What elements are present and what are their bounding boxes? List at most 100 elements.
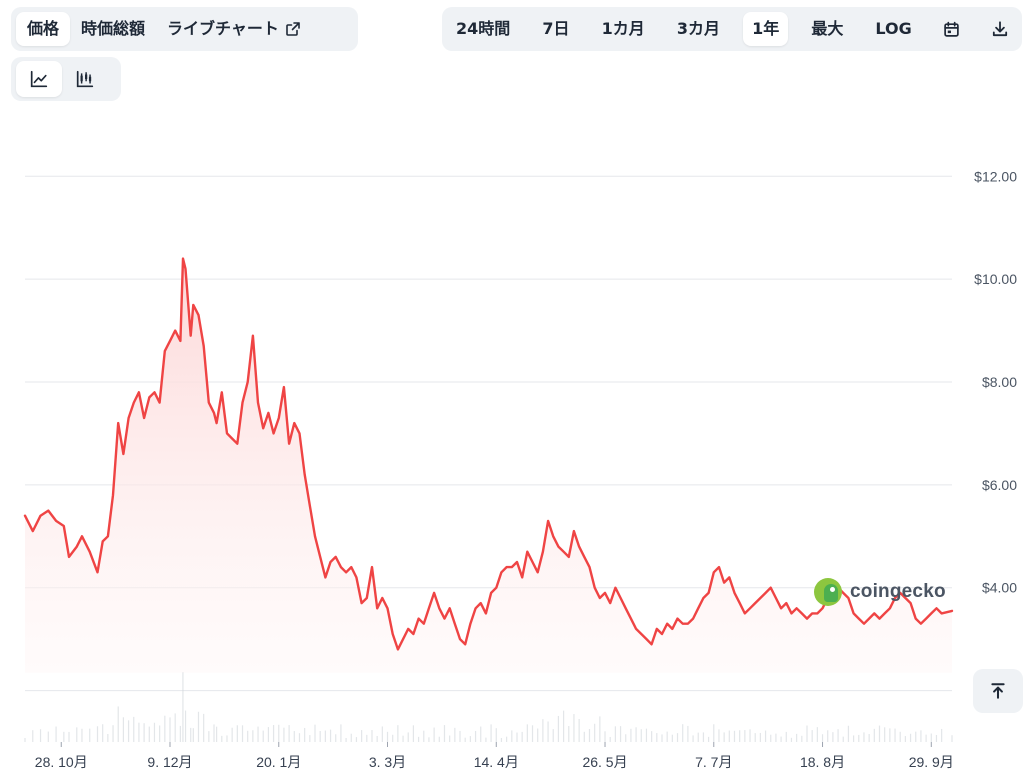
chart-type-toggle <box>11 57 121 101</box>
external-link-icon <box>286 22 300 36</box>
y-tick-label: $12.00 <box>974 168 1017 184</box>
x-tick-label: 28. 10月 <box>35 754 88 770</box>
volume-bar <box>226 735 228 742</box>
volume-bar <box>661 734 663 742</box>
volume-bar <box>335 734 337 742</box>
download-button[interactable] <box>983 12 1017 46</box>
volume-bar <box>925 734 927 742</box>
tab-live-chart-label: ライブチャート <box>167 19 279 38</box>
volume-bar <box>521 731 523 742</box>
volume-bar <box>319 730 321 742</box>
volume-bar <box>247 730 249 742</box>
volume-bar <box>257 726 259 742</box>
volume-bar <box>821 734 824 742</box>
volume-bar <box>594 723 596 742</box>
volume-bar <box>208 731 210 742</box>
volume-bar <box>630 728 632 742</box>
volume-bar <box>915 731 917 742</box>
calendar-button[interactable] <box>935 12 969 46</box>
scroll-to-top-button[interactable] <box>973 669 1023 713</box>
volume-bar <box>288 725 290 742</box>
volume-bars <box>24 672 953 742</box>
volume-bar <box>127 720 130 742</box>
volume-bar <box>469 736 471 742</box>
y-tick-label: $8.00 <box>982 374 1017 390</box>
volume-bar <box>837 729 839 742</box>
range-log[interactable]: LOG <box>866 12 920 46</box>
volume-bar <box>853 735 855 742</box>
volume-bar <box>894 728 896 742</box>
volume-bar <box>573 714 575 742</box>
volume-bar <box>190 727 192 742</box>
calendar-icon <box>944 21 960 37</box>
volume-bar <box>889 728 891 742</box>
coingecko-logo-icon <box>814 578 842 606</box>
range-max[interactable]: 最大 <box>802 12 852 46</box>
volume-bar <box>884 727 886 742</box>
volume-bar <box>480 726 482 742</box>
candlestick-button[interactable] <box>62 61 108 97</box>
volume-bar <box>490 724 492 742</box>
volume-bar <box>625 734 627 742</box>
volume-bar <box>609 736 611 742</box>
volume-bar <box>635 727 637 742</box>
volume-bar <box>76 727 78 742</box>
volume-bar <box>542 719 544 742</box>
volume-bar <box>666 731 668 742</box>
volume-bar <box>770 734 772 742</box>
y-tick-label: $6.00 <box>982 477 1017 493</box>
volume-bar <box>599 716 601 742</box>
x-tick-label: 18. 8月 <box>800 754 845 770</box>
tab-live-chart[interactable]: ライブチャート <box>156 12 312 46</box>
volume-bar <box>262 730 264 742</box>
range-24h-label: 24時間 <box>456 19 511 38</box>
volume-bar <box>588 729 591 742</box>
volume-bar <box>811 730 813 742</box>
range-1m[interactable]: 1カ月 <box>593 12 654 46</box>
volume-bar <box>174 713 176 742</box>
tab-price-label: 価格 <box>27 19 60 38</box>
volume-bar <box>304 727 306 742</box>
volume-bar <box>412 725 415 742</box>
x-tick-label: 20. 1月 <box>256 754 301 770</box>
range-1y[interactable]: 1年 <box>743 12 789 46</box>
volume-bar <box>68 731 70 742</box>
volume-bar <box>495 728 497 742</box>
volume-bar <box>283 727 285 742</box>
line-chart-button[interactable] <box>16 61 62 97</box>
volume-bar <box>619 726 622 742</box>
volume-bar <box>474 730 477 742</box>
range-log-label: LOG <box>875 19 912 38</box>
volume-bar <box>24 738 26 742</box>
volume-bar <box>221 735 223 742</box>
volume-bar <box>785 731 787 742</box>
price-line <box>23 257 954 651</box>
volume-bar <box>780 736 782 742</box>
volume-bar <box>133 716 135 742</box>
volume-bar <box>96 726 99 742</box>
volume-bar <box>117 706 119 742</box>
volume-bar <box>790 737 793 742</box>
range-7d[interactable]: 7日 <box>533 12 578 46</box>
volume-bar <box>537 728 539 742</box>
download-icon <box>992 21 1008 37</box>
volume-bar <box>216 726 218 742</box>
volume-bar <box>640 729 642 742</box>
volume-bar <box>930 733 932 742</box>
tab-market-cap[interactable]: 時価総額 <box>70 12 156 46</box>
volume-bar <box>47 731 49 742</box>
range-24h[interactable]: 24時間 <box>447 12 519 46</box>
volume-bar <box>314 724 316 742</box>
volume-bar <box>236 725 238 742</box>
volume-bar <box>863 732 865 742</box>
volume-bar <box>878 725 881 742</box>
volume-bar <box>692 735 694 742</box>
volume-bar <box>192 728 194 742</box>
range-3m[interactable]: 3カ月 <box>668 12 729 46</box>
tab-price[interactable]: 価格 <box>16 12 71 46</box>
x-tick-label: 14. 4月 <box>474 754 519 770</box>
volume-bar <box>241 725 244 742</box>
volume-bar <box>656 733 658 742</box>
volume-bar <box>858 734 860 742</box>
